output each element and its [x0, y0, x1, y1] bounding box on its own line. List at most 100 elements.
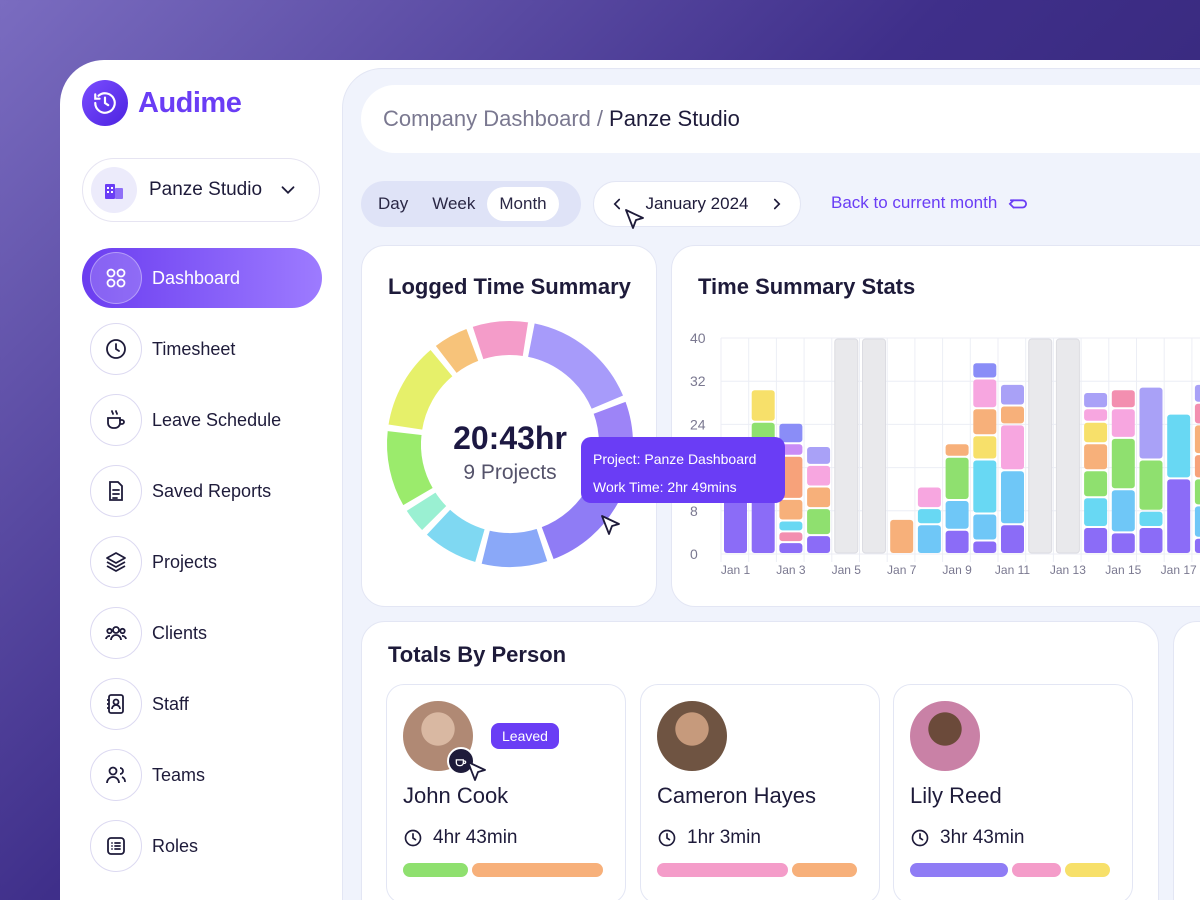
bar-segment[interactable] — [917, 525, 941, 553]
bar-segment[interactable] — [973, 514, 997, 540]
bar-disabled[interactable] — [862, 338, 886, 554]
bar-segment[interactable] — [1194, 455, 1200, 478]
bar-segment[interactable] — [779, 521, 803, 531]
bar-segment[interactable] — [1001, 525, 1024, 553]
donut-segment[interactable] — [479, 526, 550, 569]
bar-segment[interactable] — [779, 543, 803, 553]
bar-segment[interactable] — [973, 363, 997, 378]
bar-segment[interactable] — [1139, 387, 1163, 459]
bar-segment[interactable] — [1084, 422, 1108, 443]
bar-segment[interactable] — [779, 444, 803, 455]
person-card[interactable]: Leaved John Cook 4hr 43min — [386, 684, 626, 900]
sidebar-item-label: Clients — [152, 622, 208, 643]
bar-segment[interactable] — [1084, 498, 1108, 526]
bar-segment[interactable] — [1001, 471, 1024, 524]
person-card[interactable]: Lily Reed 3hr 43min — [893, 684, 1133, 900]
sidebar-item-saved-reports[interactable]: Saved Reports — [82, 461, 322, 521]
bar-segment[interactable] — [1139, 460, 1163, 510]
bar-segment[interactable] — [807, 465, 831, 486]
bar-segment[interactable] — [1194, 479, 1200, 505]
sidebar-item-dashboard[interactable]: Dashboard — [82, 248, 322, 308]
bar-segment[interactable] — [1167, 414, 1191, 478]
bar-segment[interactable] — [973, 409, 997, 435]
bar-segment[interactable] — [751, 390, 775, 421]
sidebar-item-leave-schedule[interactable]: Leave Schedule — [82, 390, 322, 450]
sidebar-item-roles[interactable]: Roles — [82, 816, 322, 876]
tab-day[interactable]: Day — [378, 194, 409, 213]
x-tick-label: Jan 9 — [942, 563, 972, 577]
bar-segment[interactable] — [1084, 444, 1108, 470]
brand[interactable]: Audime — [82, 80, 242, 126]
bar-segment[interactable] — [807, 536, 831, 553]
sidebar-item-clients[interactable]: Clients — [82, 603, 322, 663]
bar-segment[interactable] — [779, 499, 803, 520]
bar-segment[interactable] — [1084, 471, 1108, 497]
bar-segment[interactable] — [807, 487, 831, 508]
bar-segment[interactable] — [973, 541, 997, 554]
donut-segment[interactable] — [470, 319, 531, 362]
sidebar-item-teams[interactable]: Teams — [82, 745, 322, 805]
bar-segment[interactable] — [1111, 490, 1135, 532]
back-link-label: Back to current month — [831, 193, 998, 212]
bar-segment[interactable] — [945, 457, 969, 499]
bar-segment[interactable] — [779, 423, 803, 443]
donut-segment[interactable] — [386, 347, 455, 432]
bar-segment[interactable] — [1111, 390, 1135, 408]
bar-segment[interactable] — [1167, 479, 1191, 553]
bar-segment[interactable] — [917, 509, 941, 524]
sidebar-item-timesheet[interactable]: Timesheet — [82, 319, 322, 379]
bar-segment[interactable] — [1194, 384, 1200, 402]
breadcrumb-parent[interactable]: Company Dashboard — [383, 106, 591, 131]
back-to-current-month-link[interactable]: Back to current month — [831, 193, 1029, 213]
bar-disabled[interactable] — [834, 338, 859, 554]
chevron-right-icon[interactable] — [768, 195, 786, 213]
bar-segment[interactable] — [917, 487, 941, 508]
bar-segment[interactable] — [1139, 528, 1163, 553]
bar-disabled[interactable] — [1028, 338, 1053, 554]
tab-week[interactable]: Week — [432, 194, 476, 213]
bar-segment[interactable] — [779, 456, 803, 498]
bar-segment[interactable] — [1084, 409, 1108, 421]
bar-segment[interactable] — [973, 379, 997, 408]
bar-segment[interactable] — [1001, 425, 1024, 470]
bar-segment[interactable] — [1084, 393, 1108, 408]
bar-segment[interactable] — [945, 501, 969, 529]
bar-segment[interactable] — [973, 460, 997, 513]
bar-segment[interactable] — [779, 532, 803, 542]
bar-segment[interactable] — [945, 530, 969, 553]
bar-segment[interactable] — [945, 444, 969, 456]
time-summary-stats-card: Time Summary Stats 0 8 24 32 40 Jan 1 Jan 3 Jan… — [671, 245, 1200, 607]
bar-segment[interactable] — [1139, 511, 1163, 526]
person-card[interactable]: Cameron Hayes 1hr 3min — [640, 684, 880, 900]
bar-segment[interactable] — [1194, 403, 1200, 424]
brand-name: Audime — [138, 86, 242, 119]
donut-segment[interactable] — [385, 429, 435, 508]
chevron-left-icon[interactable] — [608, 195, 626, 213]
coffee-icon — [90, 394, 142, 446]
donut-segment[interactable] — [433, 326, 481, 376]
donut-segment[interactable] — [424, 507, 487, 565]
bar-segment[interactable] — [1194, 538, 1200, 553]
sidebar-item-staff[interactable]: Staff — [82, 674, 322, 734]
bar-segment[interactable] — [1194, 506, 1200, 537]
bar-segment[interactable] — [890, 519, 914, 553]
bar-segment[interactable] — [1001, 384, 1024, 405]
bar-segment[interactable] — [1111, 438, 1135, 489]
bar-segment[interactable] — [1194, 425, 1200, 454]
bar-segment[interactable] — [1001, 406, 1024, 424]
bar-disabled[interactable] — [1055, 338, 1080, 554]
organization-select[interactable]: Panze Studio — [82, 158, 320, 222]
bar-segment[interactable] — [807, 509, 831, 535]
bar-segment[interactable] — [1111, 533, 1135, 553]
donut-segment[interactable] — [404, 490, 449, 533]
bar-segment[interactable] — [973, 436, 997, 459]
donut-segment[interactable] — [525, 321, 626, 412]
sidebar-item-projects[interactable]: Projects — [82, 532, 322, 592]
bar-segment[interactable] — [724, 495, 747, 553]
bar-segment[interactable] — [1084, 528, 1108, 553]
tab-month[interactable]: Month — [487, 187, 559, 221]
bar-segment[interactable] — [807, 447, 831, 464]
donut-segment[interactable] — [539, 484, 621, 562]
bar-segment[interactable] — [1111, 409, 1135, 437]
x-tick-label: Jan 7 — [887, 563, 917, 577]
